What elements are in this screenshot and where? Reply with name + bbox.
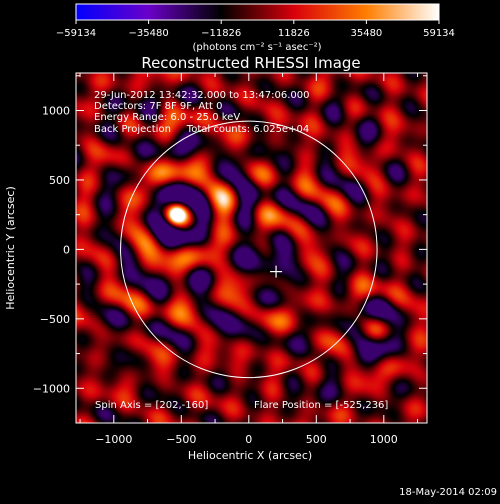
annotation-time: 29-Jun-2012 13:42:32.000 to 13:47:06.000 <box>94 90 310 101</box>
y-tick-label: 1000 <box>42 105 70 118</box>
colorbar-tick-label: −35480 <box>128 28 168 39</box>
x-tick-labels: −1000 −500 0 500 1000 <box>95 433 398 446</box>
colorbar-tick-label: 59134 <box>423 28 455 39</box>
colorbar-tick-label: −59134 <box>56 28 96 39</box>
colorbar-strip <box>75 3 440 21</box>
colorbar-tick-label: 11826 <box>278 28 310 39</box>
y-tick-label: −1000 <box>33 382 70 395</box>
colorbar-units: (photons cm⁻² s⁻¹ asec⁻²) <box>192 42 321 53</box>
annotation-method: Back Projection Total counts: 6.025e+04 <box>94 124 309 135</box>
x-tick-label: 500 <box>306 433 327 446</box>
heatmap-image <box>76 73 427 423</box>
x-axis-label: Heliocentric X (arcsec) <box>188 449 312 462</box>
spin-axis-label: Spin Axis = [202,-160] <box>95 400 208 411</box>
axis-ticks <box>76 73 427 423</box>
chart-title: Reconstructed RHESSI Image <box>141 54 360 72</box>
flare-position-label: Flare Position = [-525,236] <box>254 400 388 411</box>
annotation-detectors: Detectors: 7F 8F 9F, Att 0 <box>94 101 222 112</box>
x-tick-label: 1000 <box>370 433 398 446</box>
x-tick-label: −500 <box>166 433 196 446</box>
plot-area <box>75 72 428 424</box>
spin-axis-marker <box>270 265 283 278</box>
solar-disk-limb <box>120 120 378 379</box>
annotation-energy: Energy Range: 6.0 - 25.0 keV <box>94 112 240 123</box>
y-axis-label: Heliocentric Y (arcsec) <box>4 186 17 310</box>
y-tick-label: 500 <box>49 174 70 187</box>
annotation-block: 29-Jun-2012 13:42:32.000 to 13:47:06.000… <box>94 90 310 135</box>
x-tick-label: 0 <box>245 433 252 446</box>
colorbar-ticks: −59134 −35480 −11826 11826 35480 59134 <box>56 20 455 39</box>
x-tick-label: −1000 <box>95 433 132 446</box>
y-tick-labels: −1000 −500 0 500 1000 <box>33 105 70 396</box>
y-tick-label: 0 <box>63 243 70 256</box>
colorbar-tick-label: −11826 <box>201 28 241 39</box>
y-tick-label: −500 <box>40 313 70 326</box>
plot-frame <box>75 72 428 424</box>
footer-timestamp: 18-May-2014 02:09 <box>399 487 497 498</box>
colorbar-tick-label: 35480 <box>350 28 382 39</box>
colorbar: −59134 −35480 −11826 11826 35480 59134 (photo… <box>56 3 455 53</box>
